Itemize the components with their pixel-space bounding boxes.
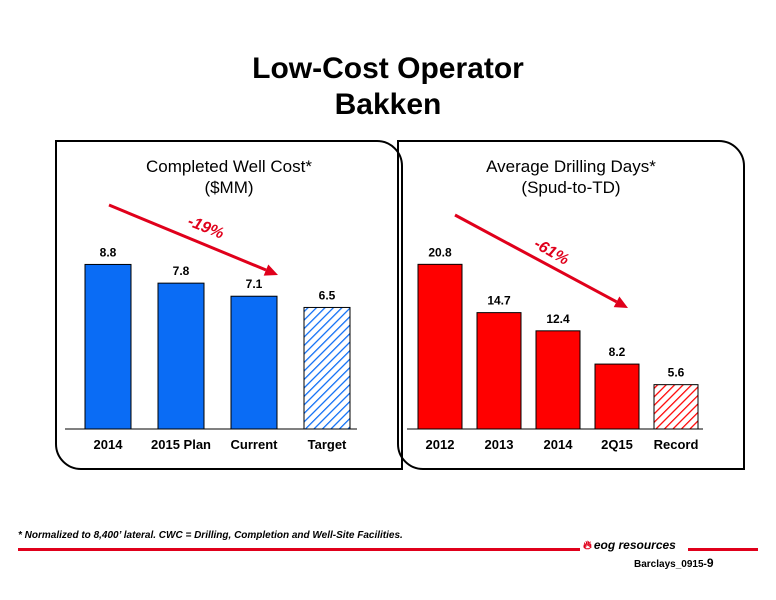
bar-2015-plan: [157, 282, 205, 430]
company-logo: 🔥︎ eog resources: [583, 538, 676, 553]
category-label: 2013: [485, 437, 514, 452]
drilling-days-chart-title: Average Drilling Days*: [486, 157, 656, 176]
bar-2014: [84, 263, 132, 430]
category-label: 2014: [544, 437, 574, 452]
page-id-label: Barclays_0915-: [634, 559, 707, 570]
drilling-days-chart-subtitle: (Spud-to-TD): [521, 178, 621, 197]
footer-rule-left: [18, 548, 580, 551]
well-cost-chart-panel: Completed Well Cost* ($MM) 8.8 2014 7.8 201…: [55, 140, 403, 470]
well-cost-chart-title: Completed Well Cost*: [146, 157, 312, 176]
trend-arrow-head: [613, 296, 628, 308]
data-label: 14.7: [487, 294, 511, 308]
footnote: * Normalized to 8,400’ lateral. CWC = Dr…: [18, 530, 403, 541]
change-annotation: -61%: [531, 235, 572, 268]
category-label: 2015 Plan: [151, 437, 211, 452]
page-number: 9: [706, 556, 714, 570]
category-label: 2014: [94, 437, 124, 452]
drilling-days-chart: 20.8 2012 14.7 2013 12.4 2014 8.2 2Q15 5.6 Record…: [407, 213, 703, 452]
category-label: Target: [308, 437, 347, 452]
footer-rule-right: [688, 548, 758, 551]
bar-2012: [417, 263, 463, 430]
bar-2013: [476, 312, 522, 430]
category-label: Record: [654, 437, 699, 452]
trend-arrow: [454, 213, 618, 304]
category-label: 2Q15: [601, 437, 633, 452]
page-id: Barclays_0915-9: [634, 556, 714, 570]
data-label: 8.8: [100, 245, 117, 259]
bar-current: [230, 295, 278, 430]
trend-arrow-head: [263, 264, 278, 276]
trend-arrow: [108, 203, 267, 272]
data-label: 8.2: [609, 345, 626, 359]
bar-record: [653, 384, 699, 430]
bar-2q15: [594, 363, 640, 430]
flame-icon: 🔥︎: [583, 538, 592, 552]
page-subtitle: Bakken: [334, 88, 442, 121]
logo-text: eog resources: [593, 538, 676, 552]
well-cost-chart-subtitle: ($MM): [204, 178, 254, 197]
category-label: Current: [231, 437, 279, 452]
data-label: 7.8: [173, 264, 190, 278]
data-label: 20.8: [428, 245, 452, 259]
category-label: 2012: [426, 437, 455, 452]
bar-2014: [535, 330, 581, 430]
data-label: 7.1: [246, 277, 263, 291]
data-label: 6.5: [319, 288, 336, 302]
bar-target: [303, 306, 351, 430]
data-label: 12.4: [546, 312, 570, 326]
page-title: Low-Cost Operator: [252, 52, 524, 85]
data-label: 5.6: [668, 366, 685, 380]
drilling-days-chart-panel: Average Drilling Days* (Spud-to-TD) 20.8…: [397, 140, 745, 470]
